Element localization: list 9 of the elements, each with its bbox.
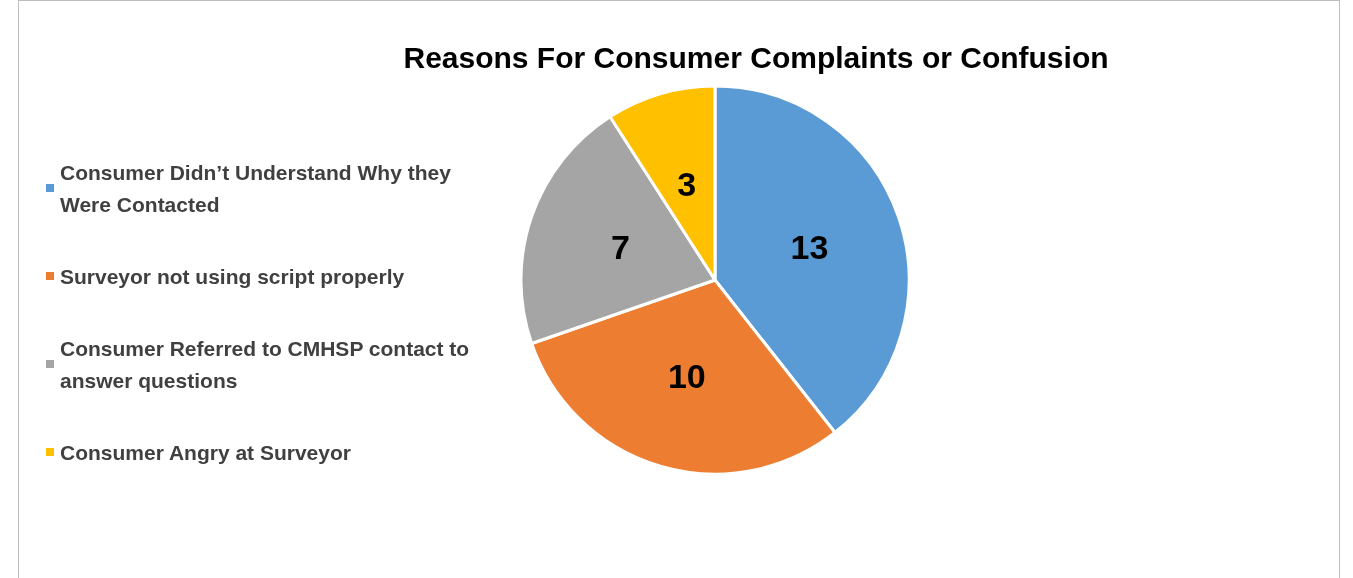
chart-title: Reasons For Consumer Complaints or Confusion (403, 40, 1109, 74)
data-label: 7 (611, 228, 630, 267)
legend-label: Consumer Angry at Surveyor (60, 440, 351, 464)
legend-label: Consumer Referred to CMHSP contact to answer questions (60, 336, 476, 392)
legend-label: Consumer Didn’t Understand Why they Were Contacted (60, 160, 457, 216)
data-label: 3 (677, 165, 697, 204)
legend-label: Surveyor not using script properly (60, 264, 405, 288)
data-label: 10 (667, 356, 706, 395)
data-label: 13 (790, 228, 829, 267)
